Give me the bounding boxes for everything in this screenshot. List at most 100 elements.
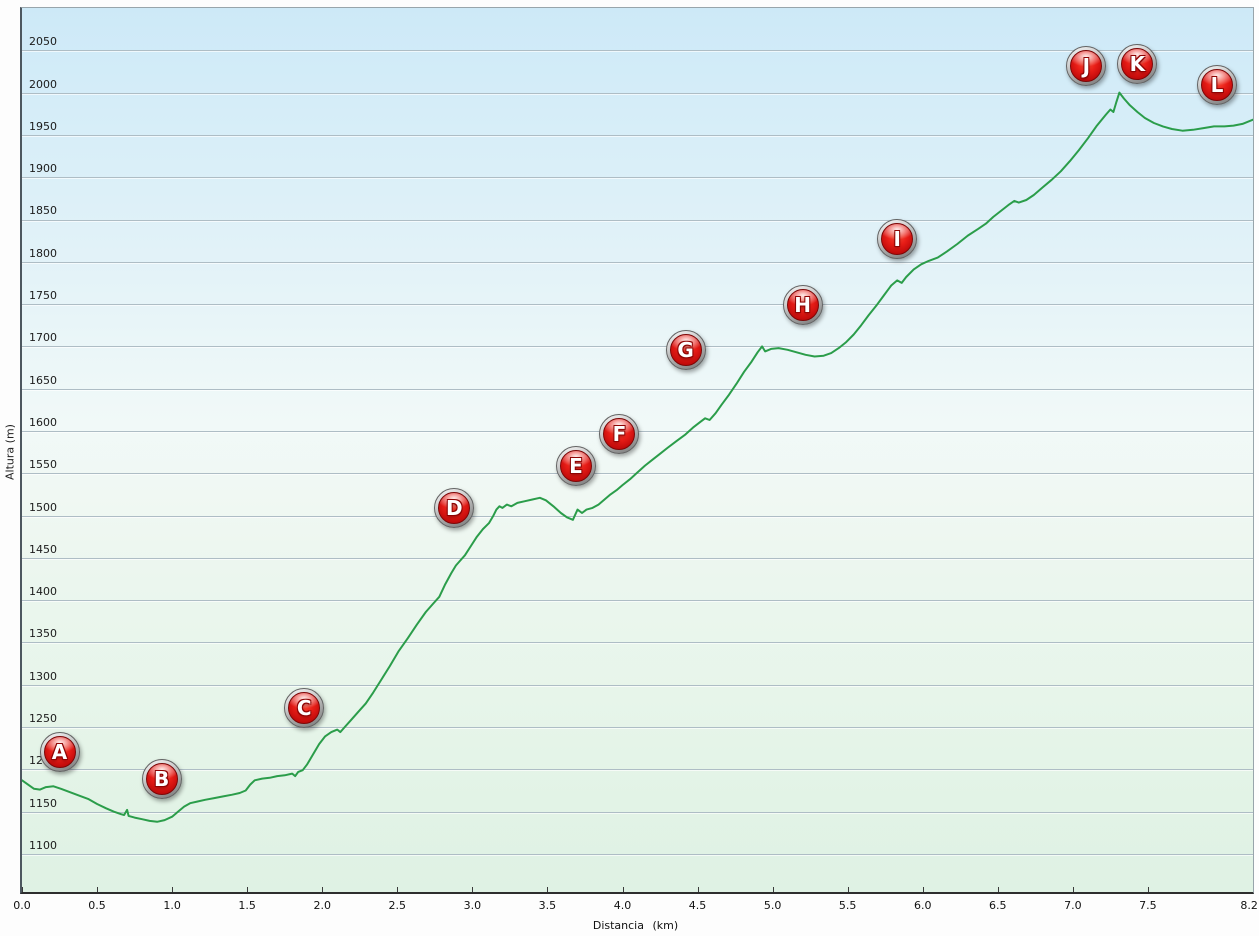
waypoint-marker-body: G <box>669 333 702 366</box>
waypoint-letter: F <box>612 422 627 447</box>
x-axis-tick-label: 7.0 <box>1064 899 1082 912</box>
waypoint-marker-G[interactable]: G <box>665 329 706 370</box>
waypoint-marker-body: E <box>559 449 592 482</box>
x-axis-tick <box>397 887 399 892</box>
x-axis-tick-label: 1.5 <box>238 899 256 912</box>
x-axis-tick-label: 4.5 <box>688 899 707 912</box>
x-axis-tick <box>547 887 549 892</box>
waypoint-marker-C[interactable]: C <box>284 687 325 728</box>
x-axis-tick <box>622 887 624 892</box>
waypoint-marker-body: J <box>1070 50 1103 83</box>
elevation-polyline <box>22 91 1253 823</box>
waypoint-marker-body: C <box>288 691 321 724</box>
x-axis-tick-label: 7.5 <box>1139 899 1157 912</box>
waypoint-marker-L[interactable]: L <box>1196 64 1237 105</box>
y-axis-tick-label: 2000 <box>29 77 57 91</box>
x-axis-tick-label: 3.0 <box>463 899 482 912</box>
y-gridline <box>22 388 1253 390</box>
waypoint-letter: H <box>794 292 811 317</box>
x-axis-tick <box>322 887 324 892</box>
y-axis-tick-label: 1650 <box>29 373 57 387</box>
waypoint-marker-D[interactable]: D <box>434 487 475 528</box>
x-axis-tick <box>922 887 924 892</box>
x-axis-tick <box>172 887 174 892</box>
elevation-line <box>22 91 1253 823</box>
waypoint-marker-I[interactable]: I <box>877 218 918 259</box>
x-axis-tick-label: 6.5 <box>989 899 1007 912</box>
y-axis-tick-label: 1950 <box>29 119 57 133</box>
y-axis-tick-label: 1400 <box>29 585 57 599</box>
x-axis-tick-label: 5.0 <box>763 899 782 912</box>
x-axis-tick-label: 4.0 <box>613 899 632 912</box>
y-axis-tick-label: 1300 <box>29 669 57 683</box>
y-axis-tick-label: 1100 <box>29 838 57 852</box>
y-gridline <box>22 134 1253 136</box>
x-axis-tick <box>22 887 23 892</box>
y-gridline <box>22 642 1253 644</box>
waypoint-letter: D <box>446 495 463 520</box>
y-gridline <box>22 473 1253 475</box>
y-gridline <box>22 92 1253 94</box>
y-gridline <box>22 177 1253 179</box>
y-gridline <box>22 557 1253 559</box>
y-gridline <box>22 811 1253 813</box>
y-axis-tick-label: 1450 <box>29 542 57 556</box>
y-gridline <box>22 853 1253 855</box>
waypoint-letter: J <box>1082 54 1091 79</box>
waypoint-letter: B <box>153 767 170 792</box>
x-axis-tick-label: 0.5 <box>88 899 106 912</box>
waypoint-letter: A <box>51 739 68 764</box>
x-axis-tick-label: 8.2 <box>1240 899 1258 912</box>
waypoint-letter: C <box>296 695 312 720</box>
y-gridline <box>22 304 1253 306</box>
waypoint-letter: I <box>893 226 901 251</box>
y-gridline <box>22 769 1253 771</box>
waypoint-marker-J[interactable]: J <box>1066 46 1107 87</box>
y-gridline <box>22 50 1253 52</box>
y-axis-tick-label: 1750 <box>29 289 57 303</box>
x-axis-tick <box>1147 887 1149 892</box>
y-axis-tick-label: 1150 <box>29 796 57 810</box>
x-axis-title: Distancia (km) <box>592 919 679 932</box>
y-gridline <box>22 219 1253 221</box>
waypoint-marker-H[interactable]: H <box>782 284 823 325</box>
waypoint-marker-body: A <box>43 735 76 768</box>
x-axis-tick-label: 3.5 <box>538 899 557 912</box>
waypoint-marker-F[interactable]: F <box>599 414 640 455</box>
x-axis-tick-label: 2.5 <box>388 899 407 912</box>
waypoint-marker-B[interactable]: B <box>141 759 182 800</box>
plot-area: 1100115012001250130013501400145015001550… <box>20 7 1254 894</box>
waypoint-marker-body: L <box>1200 68 1233 101</box>
y-gridline <box>22 515 1253 517</box>
waypoint-marker-E[interactable]: E <box>555 445 596 486</box>
x-axis-tick <box>697 887 699 892</box>
y-axis-tick-label: 1550 <box>29 458 57 472</box>
x-axis-tick-label: 6.0 <box>913 899 932 912</box>
waypoint-marker-K[interactable]: K <box>1117 43 1158 84</box>
x-axis-tick <box>247 887 249 892</box>
x-axis-tick <box>97 887 99 892</box>
x-axis-tick-label: 2.0 <box>313 899 331 912</box>
waypoint-marker-body: I <box>881 222 914 255</box>
waypoint-letter: G <box>677 337 694 362</box>
waypoint-marker-A[interactable]: A <box>39 731 80 772</box>
y-axis-tick-label: 1250 <box>29 712 57 726</box>
x-axis-tick <box>997 887 999 892</box>
y-gridline <box>22 684 1253 686</box>
waypoint-letter: E <box>569 453 583 478</box>
waypoint-letter: K <box>1129 51 1146 76</box>
y-axis-tick-label: 2050 <box>29 35 57 49</box>
waypoint-marker-body: B <box>145 763 178 796</box>
y-axis-tick-label: 1350 <box>29 627 57 641</box>
waypoint-marker-body: D <box>438 491 471 524</box>
y-axis-tick-label: 1700 <box>29 331 57 345</box>
y-gridline <box>22 727 1253 728</box>
y-axis-tick-label: 1850 <box>29 204 57 218</box>
x-axis-tick-label: 0.0 <box>13 899 31 912</box>
y-axis-tick-label: 1800 <box>29 246 57 260</box>
y-gridline <box>22 600 1253 602</box>
y-gridline <box>22 346 1253 348</box>
x-axis-tick <box>1253 887 1254 892</box>
y-axis-tick-label: 1600 <box>29 415 57 429</box>
